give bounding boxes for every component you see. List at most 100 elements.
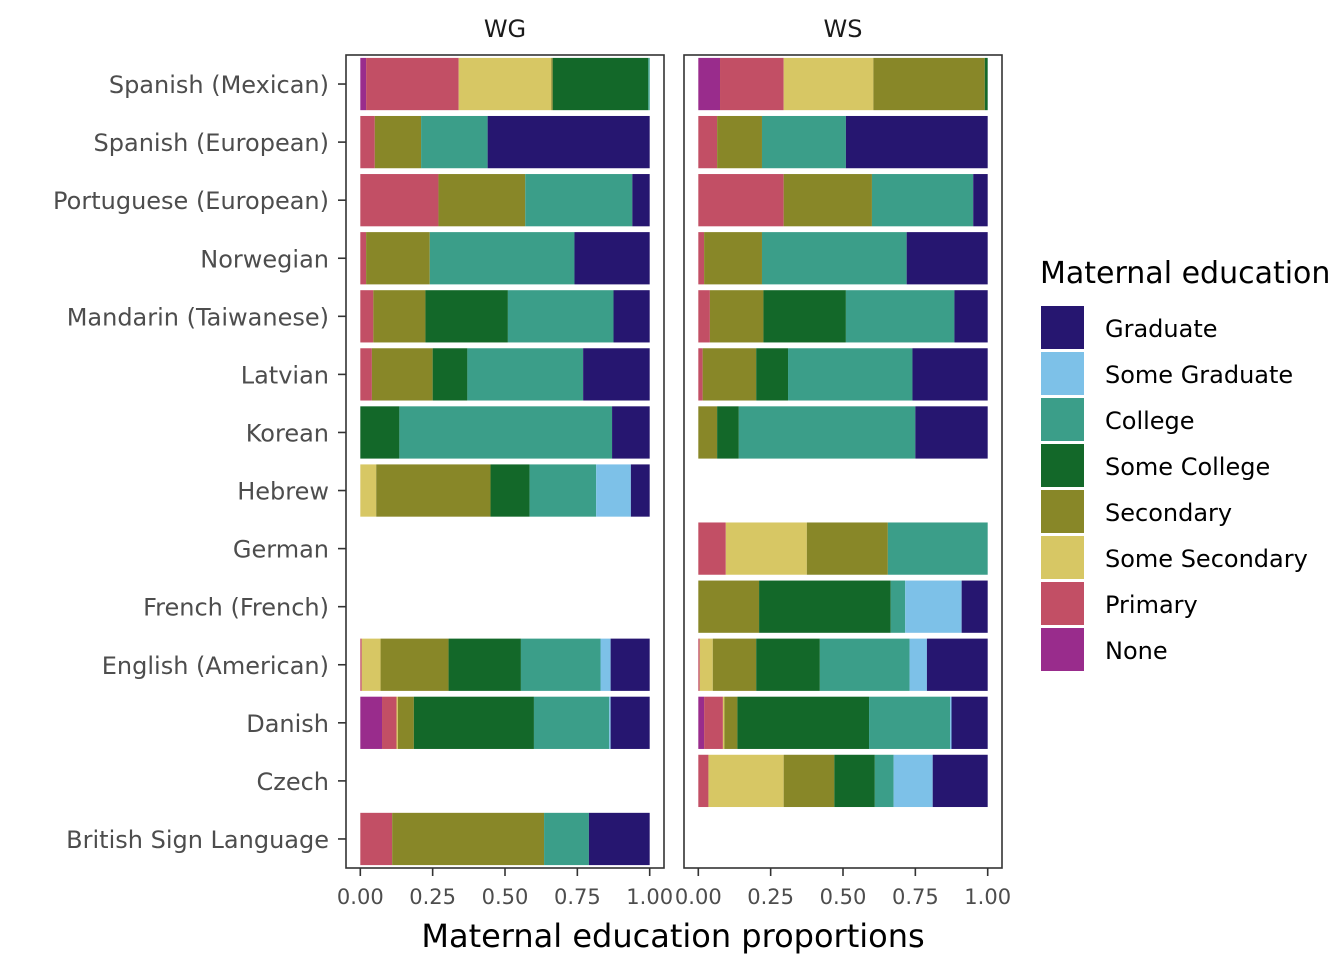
bar-segment [374, 115, 422, 169]
bar-segment [759, 580, 891, 633]
y-tick-label: Latvian [241, 361, 329, 389]
bar-segment [845, 115, 988, 169]
x-tick-label: 1.00 [964, 885, 1011, 909]
x-tick-label: 1.00 [626, 885, 673, 909]
bar-segment [973, 174, 988, 227]
y-tick-label: Czech [256, 768, 329, 796]
bar-segment [366, 232, 430, 285]
bar-segment [783, 174, 872, 227]
bar-segment [893, 754, 933, 808]
bar-segment [360, 638, 362, 691]
bar-segment [763, 290, 846, 343]
bar-segment [360, 348, 372, 401]
bar-segment [698, 232, 705, 285]
bar-segment [737, 696, 870, 749]
bar-segment [392, 812, 545, 866]
legend: Maternal education Graduate Some Graduate… [1040, 256, 1330, 671]
bar-segment [788, 348, 913, 401]
bar-segment [708, 754, 784, 808]
bar-segment [467, 348, 584, 401]
bar-segment [360, 232, 367, 285]
bar-segment [612, 406, 650, 459]
bar-segment [648, 57, 650, 111]
y-tick-label: Mandarin (Taiwanese) [67, 303, 329, 331]
bar-segment [360, 406, 400, 459]
bar-segment [699, 638, 713, 691]
bar-segment [698, 406, 718, 459]
y-tick-label: Danish [246, 710, 329, 738]
x-tick-label: 0.00 [675, 885, 722, 909]
bar-segment [704, 696, 723, 749]
x-tick-label: 0.75 [892, 885, 939, 909]
bar-segment [722, 696, 725, 749]
legend-item-college: College [1041, 398, 1195, 441]
legend-item-some-secondary: Some Secondary [1041, 536, 1308, 579]
legend-title: Maternal education [1040, 256, 1330, 291]
bar-segment [871, 174, 974, 227]
bar-segment [525, 174, 633, 227]
bar-segment [448, 638, 521, 691]
bar-segment [806, 522, 888, 575]
bar-segment [709, 290, 764, 343]
legend-label: Some Secondary [1105, 545, 1308, 573]
bar-segment [533, 696, 610, 749]
bar-segment [906, 232, 988, 285]
x-tick-label: 0.25 [409, 885, 456, 909]
bar-segment [950, 696, 952, 749]
bar-segment [413, 696, 534, 749]
bar-segment [574, 232, 650, 285]
bar-segment [373, 290, 426, 343]
legend-label: Graduate [1105, 315, 1218, 343]
bar-segment [551, 57, 553, 111]
bar-segment [873, 57, 985, 111]
bar-segment [429, 232, 575, 285]
bar-segment [845, 290, 955, 343]
legend-key [1041, 628, 1084, 671]
bar-segment [887, 522, 988, 575]
bar-segment [396, 696, 398, 749]
bar-segment [951, 696, 988, 749]
y-tick-label: English (American) [102, 652, 329, 680]
y-tick-label: Norwegian [200, 245, 329, 273]
facet-panel-wg: WG 0.00 0.25 0.50 0.75 1.00 [337, 15, 673, 909]
bar-segment [954, 290, 988, 343]
x-axis-ws: 0.00 0.25 0.50 0.75 1.00 [675, 868, 1011, 909]
legend-item-secondary: Secondary [1041, 490, 1232, 533]
bar-segment [487, 115, 650, 169]
bar-segment [761, 115, 846, 169]
bar-segment [702, 348, 757, 401]
legend-key [1041, 536, 1084, 579]
bar-segment [698, 696, 705, 749]
bar-segment [438, 174, 526, 227]
legend-key [1041, 306, 1084, 349]
bar-segment [610, 638, 650, 691]
bar-segment [756, 638, 820, 691]
bar-segment [932, 754, 988, 808]
legend-item-graduate: Graduate [1041, 306, 1218, 349]
facet-strip-label: WS [824, 15, 863, 43]
y-tick-label: German [233, 536, 329, 564]
bar-segment [425, 290, 508, 343]
legend-key [1041, 582, 1084, 625]
bar-segment [360, 464, 377, 517]
bar-segment [361, 638, 381, 691]
bar-segment [630, 464, 650, 517]
bar-segment [698, 754, 709, 808]
bar-segment [961, 580, 988, 633]
legend-key [1041, 398, 1084, 441]
legend-item-some-graduate: Some Graduate [1041, 352, 1293, 395]
bars-wg [360, 57, 650, 866]
y-tick-label: Portuguese (European) [53, 187, 329, 215]
y-tick-label: Spanish (Mexican) [109, 71, 329, 99]
bar-segment [698, 638, 700, 691]
bar-segment [720, 57, 784, 111]
bar-segment [366, 57, 459, 111]
facet-panels: WG 0.00 0.25 0.50 0.75 1.00 WS 0.00 0.25 0.50 0.75… [337, 15, 1011, 909]
bar-segment [712, 638, 757, 691]
bar-segment [834, 754, 875, 808]
bar-segment [915, 406, 988, 459]
bar-segment [717, 406, 739, 459]
y-tick-label: Spanish (European) [94, 129, 329, 157]
legend-label: College [1105, 407, 1195, 435]
